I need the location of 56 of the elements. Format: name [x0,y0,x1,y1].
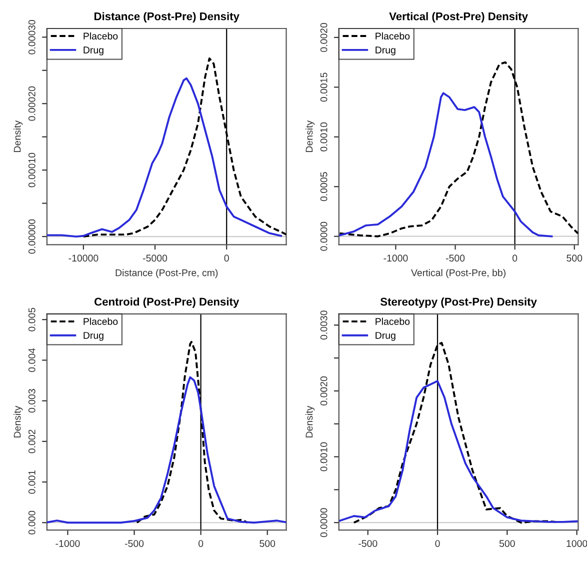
y-tick-label: 0.003 [28,389,36,413]
x-tick-label: 1000 [566,540,587,547]
legend-label: Placebo [84,318,118,325]
y-tick-label: 0.00030 [28,20,36,54]
y-tick-label: 0.00000 [28,219,36,254]
legend-label: Drug [84,46,104,56]
x-tick-label: -500 [358,540,378,547]
legend-label: Drug [84,332,104,341]
chart-title: Centroid (Post-Pre) Density [94,298,240,308]
line-series [339,380,578,523]
y-tick-label: 0.0020 [320,22,328,52]
x-tick-label: 0 [198,540,204,547]
line-series [338,92,553,238]
y-tick-label: 0.004 [28,348,36,372]
y-tick-label: 0.000 [28,510,36,534]
legend-label: Placebo [376,32,410,40]
x-tick-label: 500 [566,254,582,262]
y-tick-label: 0.0030 [320,310,328,340]
line-series [46,77,282,238]
x-tick-label: -500 [124,540,144,547]
legend-label: Drug [376,46,396,56]
x-tick-label: -500 [446,254,465,262]
y-tick-label: 0.00010 [28,152,36,188]
y-axis-title: Density [14,120,23,152]
y-tick-label: 0.00020 [28,86,36,121]
y-tick-label: 0.0020 [320,376,328,406]
x-tick-label: 0 [512,254,518,262]
x-tick-label: 0 [224,254,229,262]
y-tick-label: 0.0015 [320,72,328,102]
legend-label: Drug [376,332,396,341]
x-axis-title: Vertical (Post-Pre, bb) [411,269,506,278]
x-axis-title: Distance (Post-Pre, cm) [116,269,218,278]
y-axis-title: Density [305,406,315,438]
chart-title: Stereotypy (Post-Pre) Density [380,298,537,308]
x-tick-label: -1000 [384,254,408,262]
x-tick-label: 500 [260,540,276,547]
chart-title: Distance (Post-Pre) Density [94,12,240,22]
y-tick-label: 0.002 [28,430,36,454]
y-tick-label: 0.0005 [320,172,328,202]
y-axis-title: Density [305,120,315,152]
legend-label: Placebo [84,32,118,40]
y-tick-label: 0.0000 [320,508,328,538]
x-tick-label: -1000 [56,540,80,547]
y-tick-label: 0.0000 [320,222,328,251]
x-tick-label: -10000 [68,254,98,262]
x-tick-label: 500 [499,540,515,547]
y-axis-title: Density [14,406,23,438]
y-tick-label: 0.0010 [320,442,328,472]
line-series [46,376,286,524]
y-tick-label: 0.005 [28,308,36,332]
x-tick-label: 0 [435,540,440,547]
legend-label: Placebo [376,318,410,325]
x-tick-label: -5000 [143,254,168,262]
chart-title: Vertical (Post-Pre) Density [389,12,528,22]
y-tick-label: 0.0010 [320,122,328,152]
y-tick-label: 0.001 [28,470,36,494]
